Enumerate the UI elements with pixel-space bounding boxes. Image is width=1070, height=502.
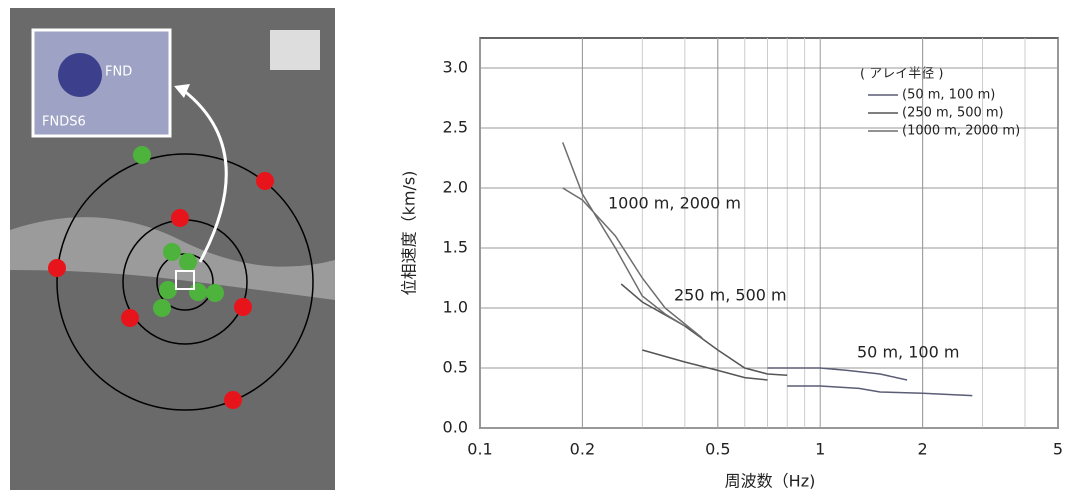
annotation: 250 m, 500 m [674,286,787,305]
compass [270,30,320,70]
annotation: 50 m, 100 m [857,343,959,362]
inset-label: FNDS6 [42,115,86,130]
x-axis-label: 周波数（Hz) [725,472,816,491]
y-tick-label: 2.5 [443,118,468,137]
red-stations [48,172,274,409]
center-square [175,270,195,290]
series-line [561,142,703,339]
inset-label: FND [105,65,132,80]
series-line [620,283,788,381]
y-tick-label: 1.0 [443,298,468,317]
legend-label: (250 m, 500 m) [902,106,1004,121]
inset [31,28,172,138]
x-tick-label: 0.1 [467,440,492,459]
map: FND FNDS6 [10,8,335,490]
y-tick-label: 1.5 [443,238,468,257]
x-tick-label: 1 [815,440,825,459]
y-tick-label: 0.0 [443,418,468,437]
inset-blob [58,53,102,97]
legend-label: (50 m, 100 m) [902,88,995,103]
y-tick-label: 0.5 [443,358,468,377]
arrow-head [174,84,190,98]
legend-title: ( アレイ半径 ) [860,67,943,82]
x-tick-label: 0.5 [705,440,730,459]
x-tick-label: 0.2 [570,440,595,459]
y-tick-label: 3.0 [443,58,468,77]
series-line [767,367,973,397]
x-tick-label: 2 [918,440,928,459]
x-tick-label: 5 [1053,440,1063,459]
arrow [182,88,228,263]
legend-label: (1000 m, 2000 m) [902,124,1020,139]
annotation: 1000 m, 2000 m [608,194,741,213]
y-tick-label: 2.0 [443,178,468,197]
ring [56,153,314,411]
y-axis-label: 位相速度（km/s) [400,171,419,296]
